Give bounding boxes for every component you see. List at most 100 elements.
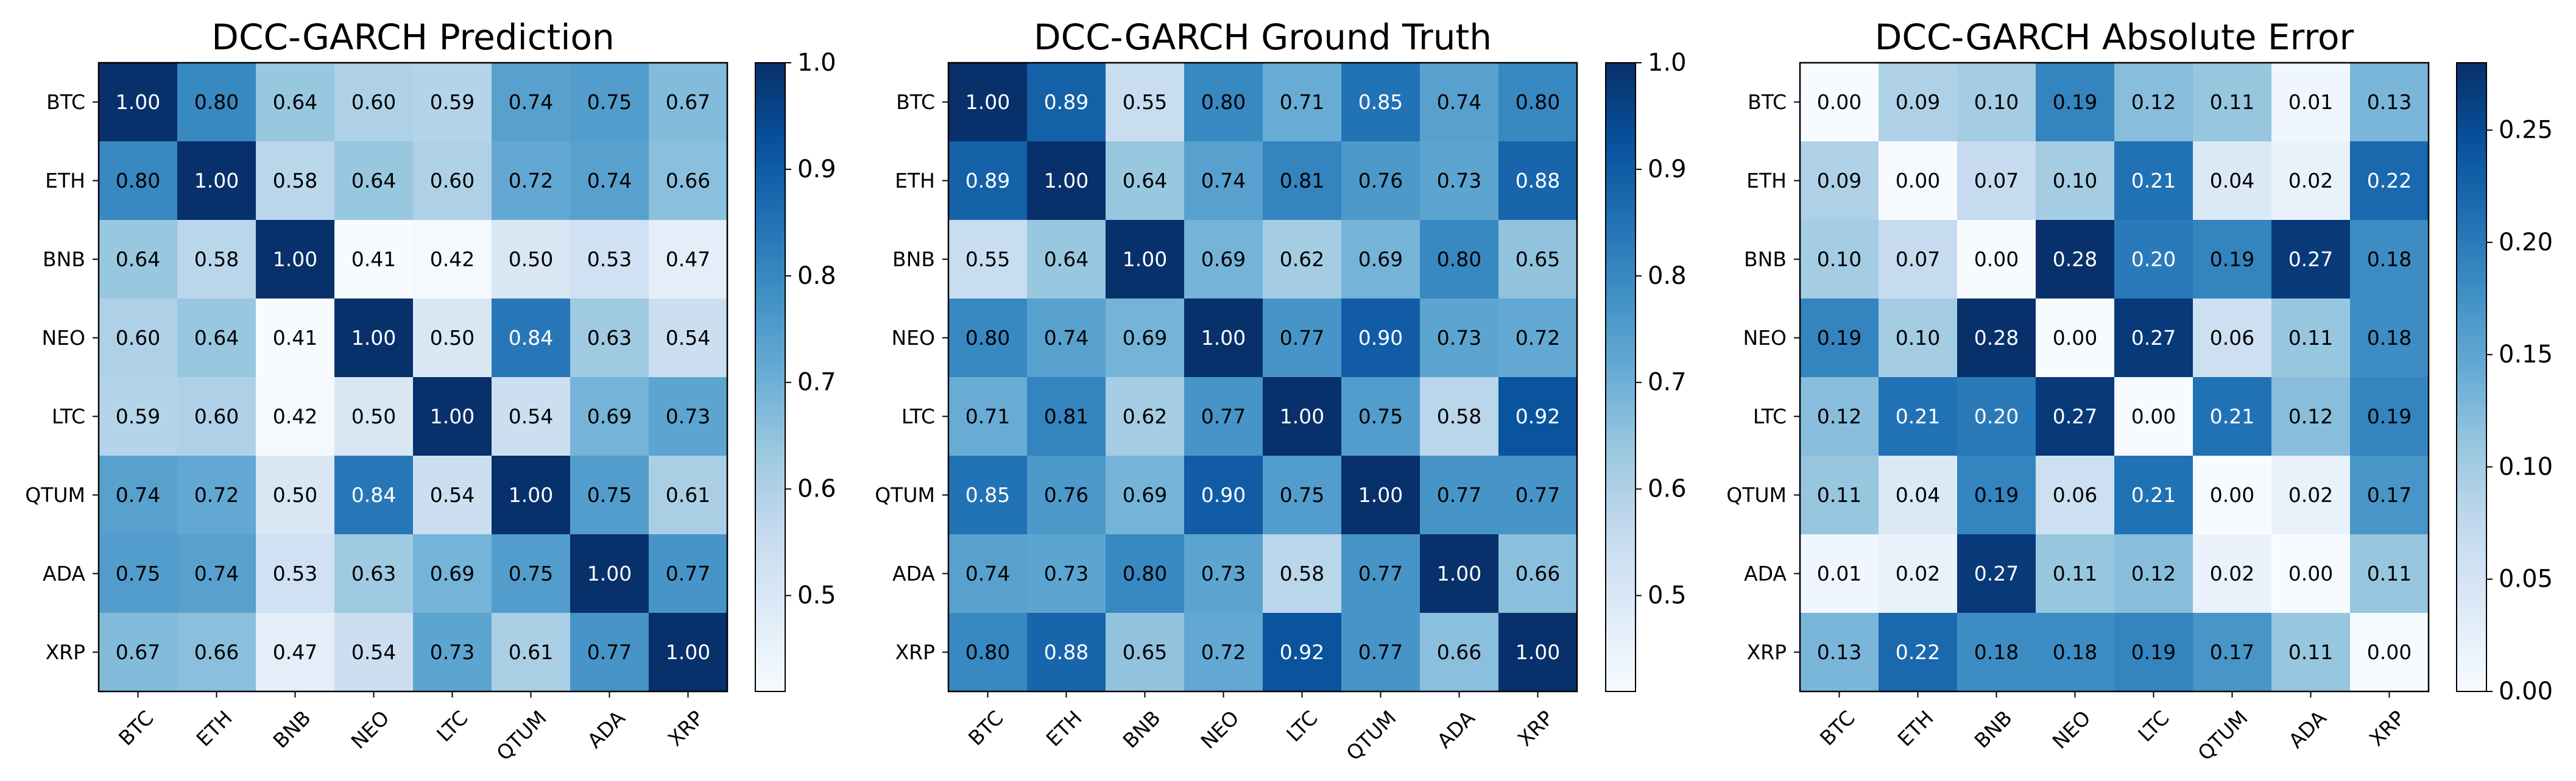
colorbar-segment	[2457, 351, 2486, 357]
colorbar-segment	[2457, 476, 2486, 482]
cell-value-label: 0.19	[2053, 90, 2097, 114]
x-tick-label-btc: BTC	[114, 706, 158, 751]
colorbar-segment	[2457, 382, 2486, 388]
cell-value-label: 0.21	[2131, 169, 2176, 193]
colorbar-segment	[755, 303, 785, 309]
heatmap-cell-bnb-xrp	[1498, 220, 1578, 299]
colorbar-segment	[1606, 125, 1636, 132]
cell-value-label: 1.00	[430, 405, 475, 428]
colorbar-segment	[1606, 676, 1636, 682]
x-tick-label-btc: BTC	[1815, 706, 1860, 751]
heatmap-cell-xrp-neo	[1184, 613, 1263, 692]
cell-value-label: 1.00	[1516, 640, 1560, 664]
colorbar-frame	[755, 62, 786, 692]
y-tick-label-xrp: XRP	[895, 640, 935, 664]
cell-value-label: 0.11	[2210, 90, 2254, 114]
colorbar-segment	[2457, 450, 2486, 456]
heatmap-cell-neo-ada	[2271, 299, 2351, 378]
colorbar-segment	[1606, 157, 1636, 163]
colorbar-segment	[755, 523, 785, 530]
heatmap-cell-neo-bnb	[1106, 299, 1185, 378]
colorbar-segment	[755, 110, 785, 116]
heatmap-cell-eth-bnb	[1957, 141, 2036, 221]
colorbar-segment	[2457, 560, 2486, 567]
colorbar-segment	[2457, 183, 2486, 189]
colorbar-segment	[2457, 303, 2486, 309]
colorbar-segment	[1606, 398, 1636, 404]
x-tick-label-neo: NEO	[1196, 706, 1244, 754]
y-tick-label-bnb: BNB	[43, 247, 85, 271]
colorbar-segment	[1606, 141, 1636, 147]
colorbar-segment	[1606, 351, 1636, 357]
heatmap-cell-ltc-xrp	[1498, 377, 1578, 456]
colorbar-segment	[1606, 429, 1636, 436]
cell-value-label: 0.88	[1516, 169, 1560, 193]
y-tick-label-bnb: BNB	[1744, 247, 1787, 271]
colorbar-segment	[1606, 272, 1636, 278]
heatmap-cell-neo-ada	[1420, 299, 1499, 378]
colorbar-segment	[1606, 366, 1636, 373]
colorbar-segment	[1606, 293, 1636, 299]
heatmap-cell-btc-qtum	[492, 63, 571, 142]
colorbar-segment	[2457, 125, 2486, 132]
colorbar-segment	[755, 94, 785, 100]
colorbar-tick-label: 0.00	[2499, 677, 2553, 705]
heatmap-cell-neo-xrp	[2350, 299, 2429, 378]
heatmap-cell-neo-neo	[1184, 299, 1263, 378]
colorbar-segment	[1606, 335, 1636, 341]
colorbar-segment	[2457, 482, 2486, 488]
y-tick-label-neo: NEO	[41, 326, 85, 350]
heatmap-cell-ltc-neo	[334, 377, 414, 456]
heatmap-cell-ada-eth	[1027, 534, 1106, 613]
cell-value-label: 0.00	[2210, 483, 2254, 507]
y-tick-label-ada: ADA	[892, 562, 935, 585]
colorbar-segment	[2457, 141, 2486, 147]
colorbar-segment	[2457, 178, 2486, 184]
colorbar-segment	[2457, 261, 2486, 268]
cell-value-label: 0.12	[2288, 405, 2333, 428]
heatmap-cell-xrp-ltc	[413, 613, 492, 692]
cell-value-label: 0.19	[1974, 483, 2019, 507]
colorbar-segment	[755, 429, 785, 436]
colorbar-segment	[755, 555, 785, 561]
heatmap-cell-btc-xrp	[2350, 63, 2429, 142]
colorbar-segment	[1606, 73, 1636, 79]
heatmap-cell-ada-ltc	[413, 534, 492, 613]
colorbar-segment	[755, 99, 785, 105]
heatmap-cell-bnb-xrp	[2350, 220, 2429, 299]
cell-value-label: 0.00	[2131, 405, 2176, 428]
heatmap-cell-qtum-ltc	[413, 456, 492, 535]
cell-value-label: 0.74	[965, 562, 1010, 585]
colorbar-segment	[1606, 686, 1636, 692]
colorbar-segment	[755, 482, 785, 488]
heatmap-cell-btc-ada	[2271, 63, 2351, 142]
heatmap-cell-bnb-eth	[177, 220, 256, 299]
colorbar-segment	[2457, 330, 2486, 336]
cell-value-label: 0.72	[509, 169, 553, 193]
colorbar-segment	[755, 372, 785, 378]
cell-value-label: 0.22	[2367, 169, 2412, 193]
colorbar-segment	[1606, 83, 1636, 90]
heatmap-cell-ada-ada	[2271, 534, 2351, 613]
heatmap-cell-neo-btc	[1800, 299, 1879, 378]
heatmap-cell-ada-qtum	[2193, 534, 2272, 613]
colorbar-segment	[1606, 482, 1636, 488]
colorbar-segment	[2457, 214, 2486, 221]
colorbar-segment	[2457, 576, 2486, 582]
heatmap-cell-bnb-neo	[2036, 220, 2115, 299]
x-tick-label-bnb: BNB	[1970, 706, 2017, 753]
colorbar-segment	[2457, 220, 2486, 226]
cell-value-label: 0.11	[2288, 640, 2333, 664]
colorbar-segment	[1606, 314, 1636, 320]
colorbar-segment	[2457, 649, 2486, 656]
colorbar-segment	[2457, 587, 2486, 593]
colorbar-segment	[755, 576, 785, 582]
cell-value-label: 0.76	[1044, 483, 1089, 507]
heatmap-cell-neo-btc	[948, 299, 1028, 378]
heatmap-cell-bnb-qtum	[492, 220, 571, 299]
colorbar-segment	[755, 73, 785, 79]
heatmap-cell-qtum-neo	[1184, 456, 1263, 535]
cell-value-label: 0.20	[2131, 247, 2176, 271]
cell-value-label: 0.50	[351, 405, 396, 428]
colorbar-segment	[2457, 466, 2486, 472]
